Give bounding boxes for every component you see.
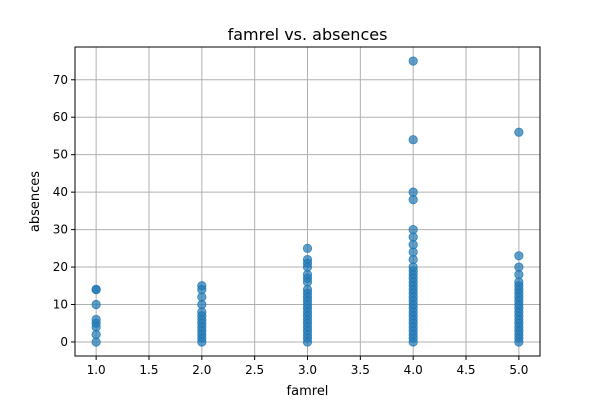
x-tick-label: 4.5 bbox=[456, 363, 475, 377]
x-axis-label: famrel bbox=[287, 384, 329, 399]
x-tick-label: 3.5 bbox=[351, 363, 370, 377]
data-points bbox=[91, 56, 524, 347]
data-point bbox=[302, 254, 313, 265]
x-tick-label: 2.5 bbox=[245, 363, 264, 377]
y-tick-label: 40 bbox=[53, 185, 68, 199]
data-point bbox=[91, 314, 101, 325]
y-axis-label: absences bbox=[28, 171, 43, 232]
plot-frame bbox=[74, 46, 541, 357]
data-point bbox=[408, 187, 418, 197]
x-tick-label: 1.5 bbox=[139, 363, 158, 377]
x-tick-label: 1.0 bbox=[87, 363, 106, 377]
y-tick-label: 50 bbox=[53, 148, 68, 162]
x-tick-label: 2.0 bbox=[192, 363, 211, 377]
data-point bbox=[514, 251, 524, 261]
data-point bbox=[197, 281, 207, 291]
data-point bbox=[408, 224, 418, 235]
y-tick-label: 20 bbox=[53, 260, 68, 274]
axis-ticks: 1.0 1.5 2.0 2.5 3.0 3.5 4.0 4.5 5.0 0 10 20 30 40 50 60… bbox=[53, 73, 529, 377]
data-point bbox=[514, 262, 524, 272]
data-point bbox=[514, 127, 524, 137]
y-tick-label: 70 bbox=[53, 73, 68, 87]
data-point bbox=[91, 299, 101, 310]
y-tick-label: 60 bbox=[53, 110, 68, 124]
x-tick-label: 5.0 bbox=[509, 363, 528, 377]
data-point bbox=[408, 135, 418, 145]
y-tick-label: 0 bbox=[60, 335, 68, 349]
y-tick-label: 30 bbox=[53, 223, 68, 237]
chart-title: famrel vs. absences bbox=[228, 25, 388, 44]
y-tick-label: 10 bbox=[53, 298, 68, 312]
x-tick-label: 4.0 bbox=[404, 363, 423, 377]
data-point bbox=[302, 243, 313, 253]
data-point bbox=[91, 284, 101, 295]
data-point bbox=[408, 56, 418, 66]
x-tick-label: 3.0 bbox=[298, 363, 317, 377]
grid bbox=[75, 47, 540, 356]
